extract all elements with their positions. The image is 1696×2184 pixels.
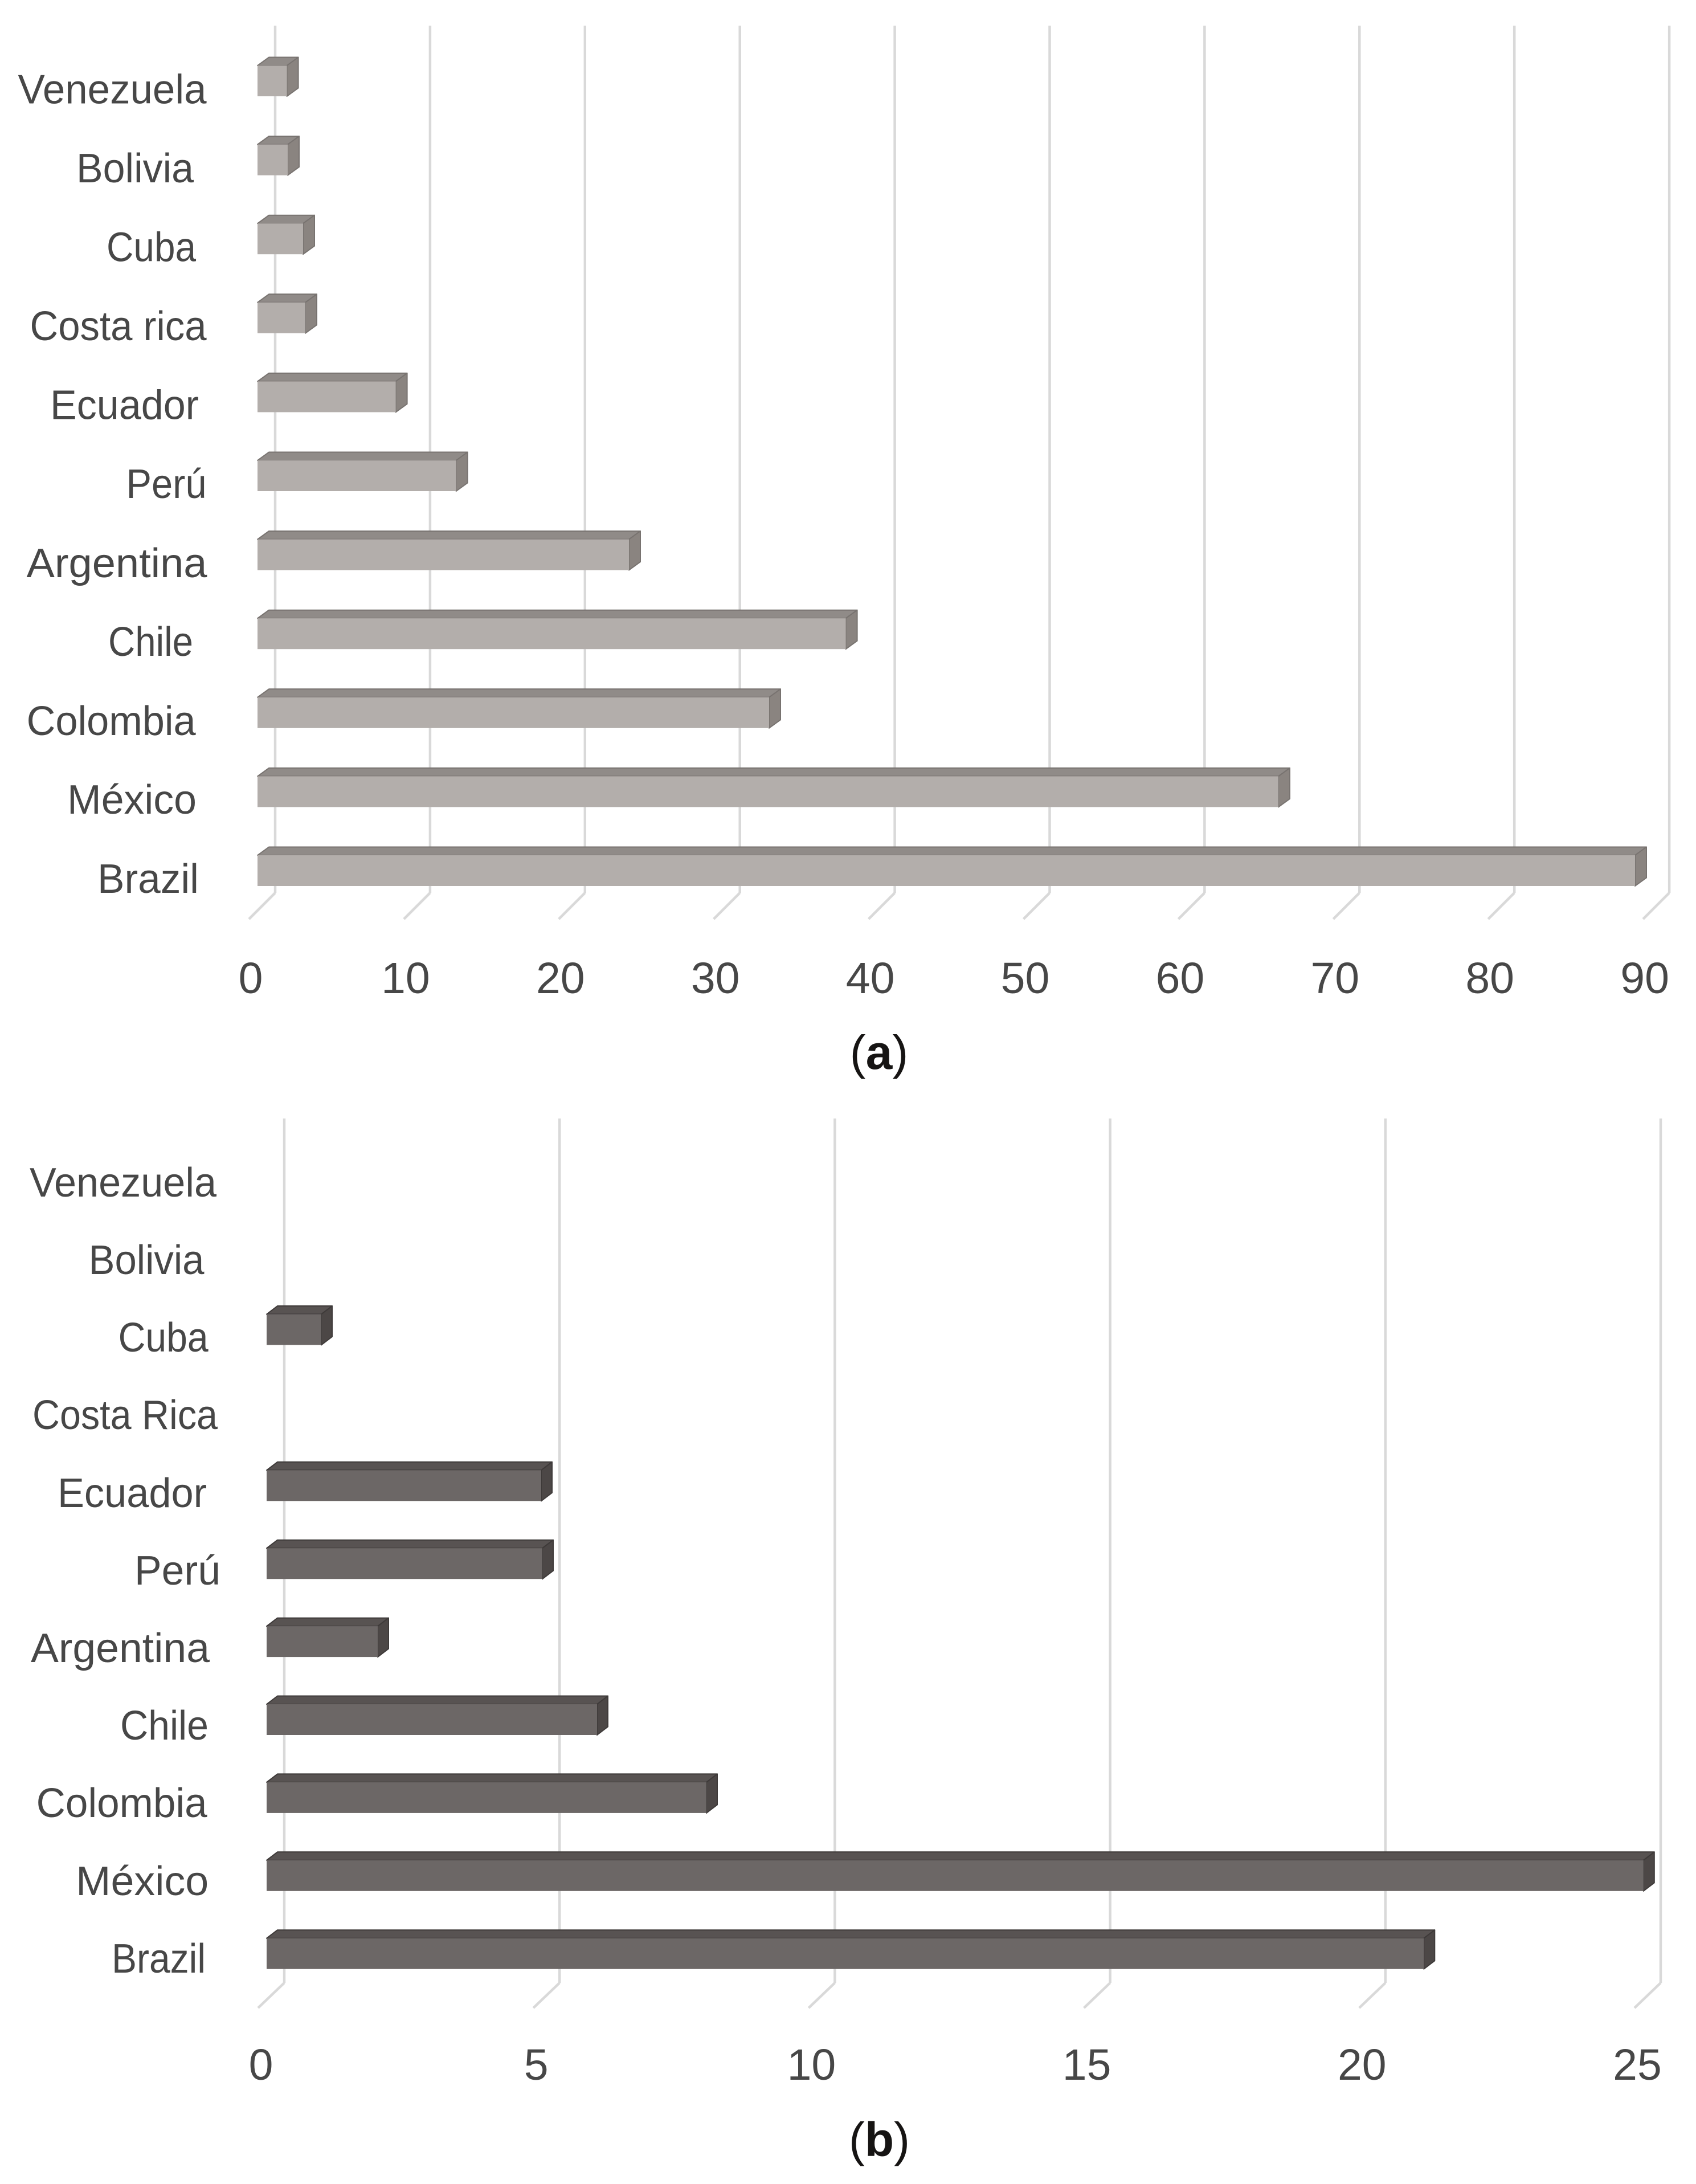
svg-text:Venezuela: Venezuela <box>30 1160 217 1206</box>
svg-text:60: 60 <box>1156 954 1205 1003</box>
svg-text:Venezuela: Venezuela <box>18 67 207 113</box>
svg-text:20: 20 <box>536 954 585 1003</box>
svg-text:Bolivia: Bolivia <box>89 1238 205 1283</box>
svg-text:Bolivia: Bolivia <box>76 146 194 191</box>
svg-text:Perú: Perú <box>126 462 207 507</box>
svg-text:México: México <box>67 777 197 823</box>
svg-text:10: 10 <box>381 954 430 1003</box>
svg-text:Brazil: Brazil <box>112 1936 206 1982</box>
svg-text:Chile: Chile <box>108 619 193 665</box>
svg-text:50: 50 <box>1001 954 1050 1003</box>
svg-text:10: 10 <box>787 2040 836 2089</box>
svg-text:25: 25 <box>1613 2040 1662 2089</box>
svg-text:0: 0 <box>249 2040 273 2089</box>
svg-text:Colombia: Colombia <box>27 699 197 744</box>
svg-text:Argentina: Argentina <box>27 541 208 586</box>
svg-text:0: 0 <box>239 954 263 1003</box>
svg-text:30: 30 <box>691 954 740 1003</box>
svg-text:70: 70 <box>1310 954 1359 1003</box>
svg-text:Ecuador: Ecuador <box>58 1471 207 1516</box>
svg-text:México: México <box>76 1859 209 1904</box>
svg-text:20: 20 <box>1338 2040 1387 2089</box>
svg-text:(b): (b) <box>849 2113 910 2166</box>
svg-text:Perú: Perú <box>134 1548 220 1594</box>
svg-text:Costa Rica: Costa Rica <box>32 1393 218 1438</box>
svg-text:Costa rica: Costa rica <box>30 304 207 349</box>
svg-text:Cuba: Cuba <box>118 1315 209 1361</box>
svg-text:(a): (a) <box>850 1026 909 1079</box>
svg-text:Colombia: Colombia <box>36 1781 208 1826</box>
svg-text:90: 90 <box>1620 954 1669 1003</box>
svg-text:15: 15 <box>1062 2040 1111 2089</box>
svg-text:Chile: Chile <box>120 1703 209 1749</box>
svg-text:80: 80 <box>1465 954 1514 1003</box>
svg-text:Brazil: Brazil <box>97 856 199 902</box>
svg-text:5: 5 <box>524 2040 549 2089</box>
svg-text:Cuba: Cuba <box>107 225 197 271</box>
svg-text:Ecuador: Ecuador <box>50 383 199 428</box>
svg-text:40: 40 <box>846 954 895 1003</box>
svg-text:Argentina: Argentina <box>31 1626 210 1671</box>
